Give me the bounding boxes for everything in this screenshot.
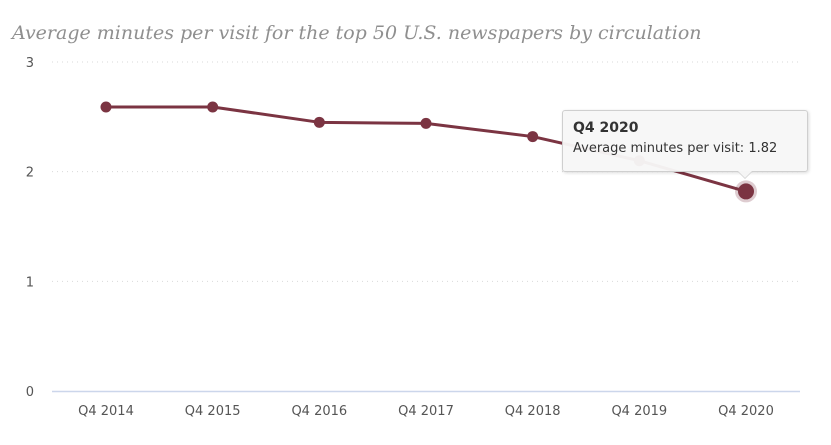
chart-title: Average minutes per visit for the top 50… <box>12 22 702 44</box>
data-point <box>207 101 219 113</box>
data-point <box>100 101 112 113</box>
x-tick-label: Q4 2018 <box>505 404 561 419</box>
x-tick-label: Q4 2016 <box>291 404 347 419</box>
y-tick-label: 1 <box>26 275 34 290</box>
data-point <box>420 117 432 129</box>
x-tick-label: Q4 2014 <box>78 404 134 419</box>
y-tick-label: 3 <box>26 56 34 71</box>
tooltip-label: Average minutes per visit: <box>573 141 745 156</box>
x-tick-label: Q4 2019 <box>611 404 667 419</box>
data-point <box>313 116 325 128</box>
x-tick-label: Q4 2020 <box>718 404 774 419</box>
x-tick-label: Q4 2015 <box>185 404 241 419</box>
label-layer: 0 1 2 3 Q4 2014 Q4 2015 Q4 2016 Q4 2017 Q4 2018 Q… <box>26 56 774 419</box>
y-tick-label: 2 <box>26 166 34 181</box>
y-tick-label: 0 <box>26 385 34 400</box>
tooltip-arrow-inner <box>738 171 752 178</box>
tooltip-title: Q4 2020 <box>573 120 639 136</box>
tooltip-value: 1.82 <box>748 141 778 156</box>
tooltip-body: Average minutes per visit: 1.82 <box>573 141 797 156</box>
data-point <box>527 131 539 143</box>
tooltip: Q4 2020 Average minutes per visit: 1.82 <box>562 110 808 179</box>
x-tick-label: Q4 2017 <box>398 404 454 419</box>
data-point <box>738 183 754 200</box>
